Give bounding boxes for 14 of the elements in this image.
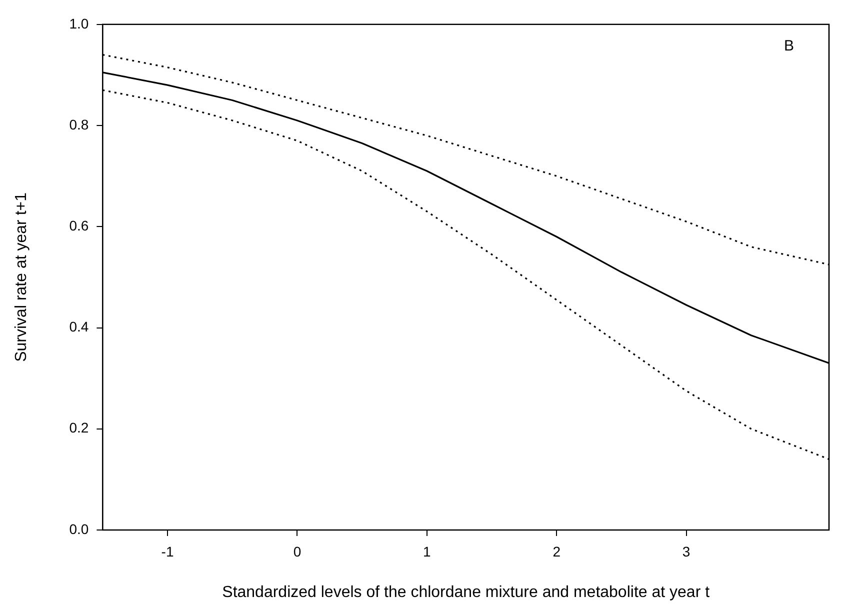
y-tick-label: 0.2	[69, 420, 89, 436]
y-tick-label: 0.6	[69, 218, 89, 234]
x-tick-label: 0	[293, 543, 302, 560]
x-tick-label: -1	[161, 543, 174, 560]
y-tick-label: 0.4	[69, 318, 89, 335]
y-axis-title: Survival rate at year t+1	[13, 192, 30, 362]
y-tick-label: 0.0	[69, 520, 89, 537]
x-tick-label: 3	[682, 543, 690, 560]
x-axis-title: Standardized levels of the chlordane mixture and metabolite at year t	[222, 584, 710, 601]
x-tick-label: 2	[552, 543, 561, 560]
y-tick-label: 0.8	[69, 116, 89, 132]
annotation: B	[784, 38, 794, 55]
x-tick-label: 1	[423, 543, 432, 560]
y-tick-label: 1.0	[69, 15, 89, 32]
